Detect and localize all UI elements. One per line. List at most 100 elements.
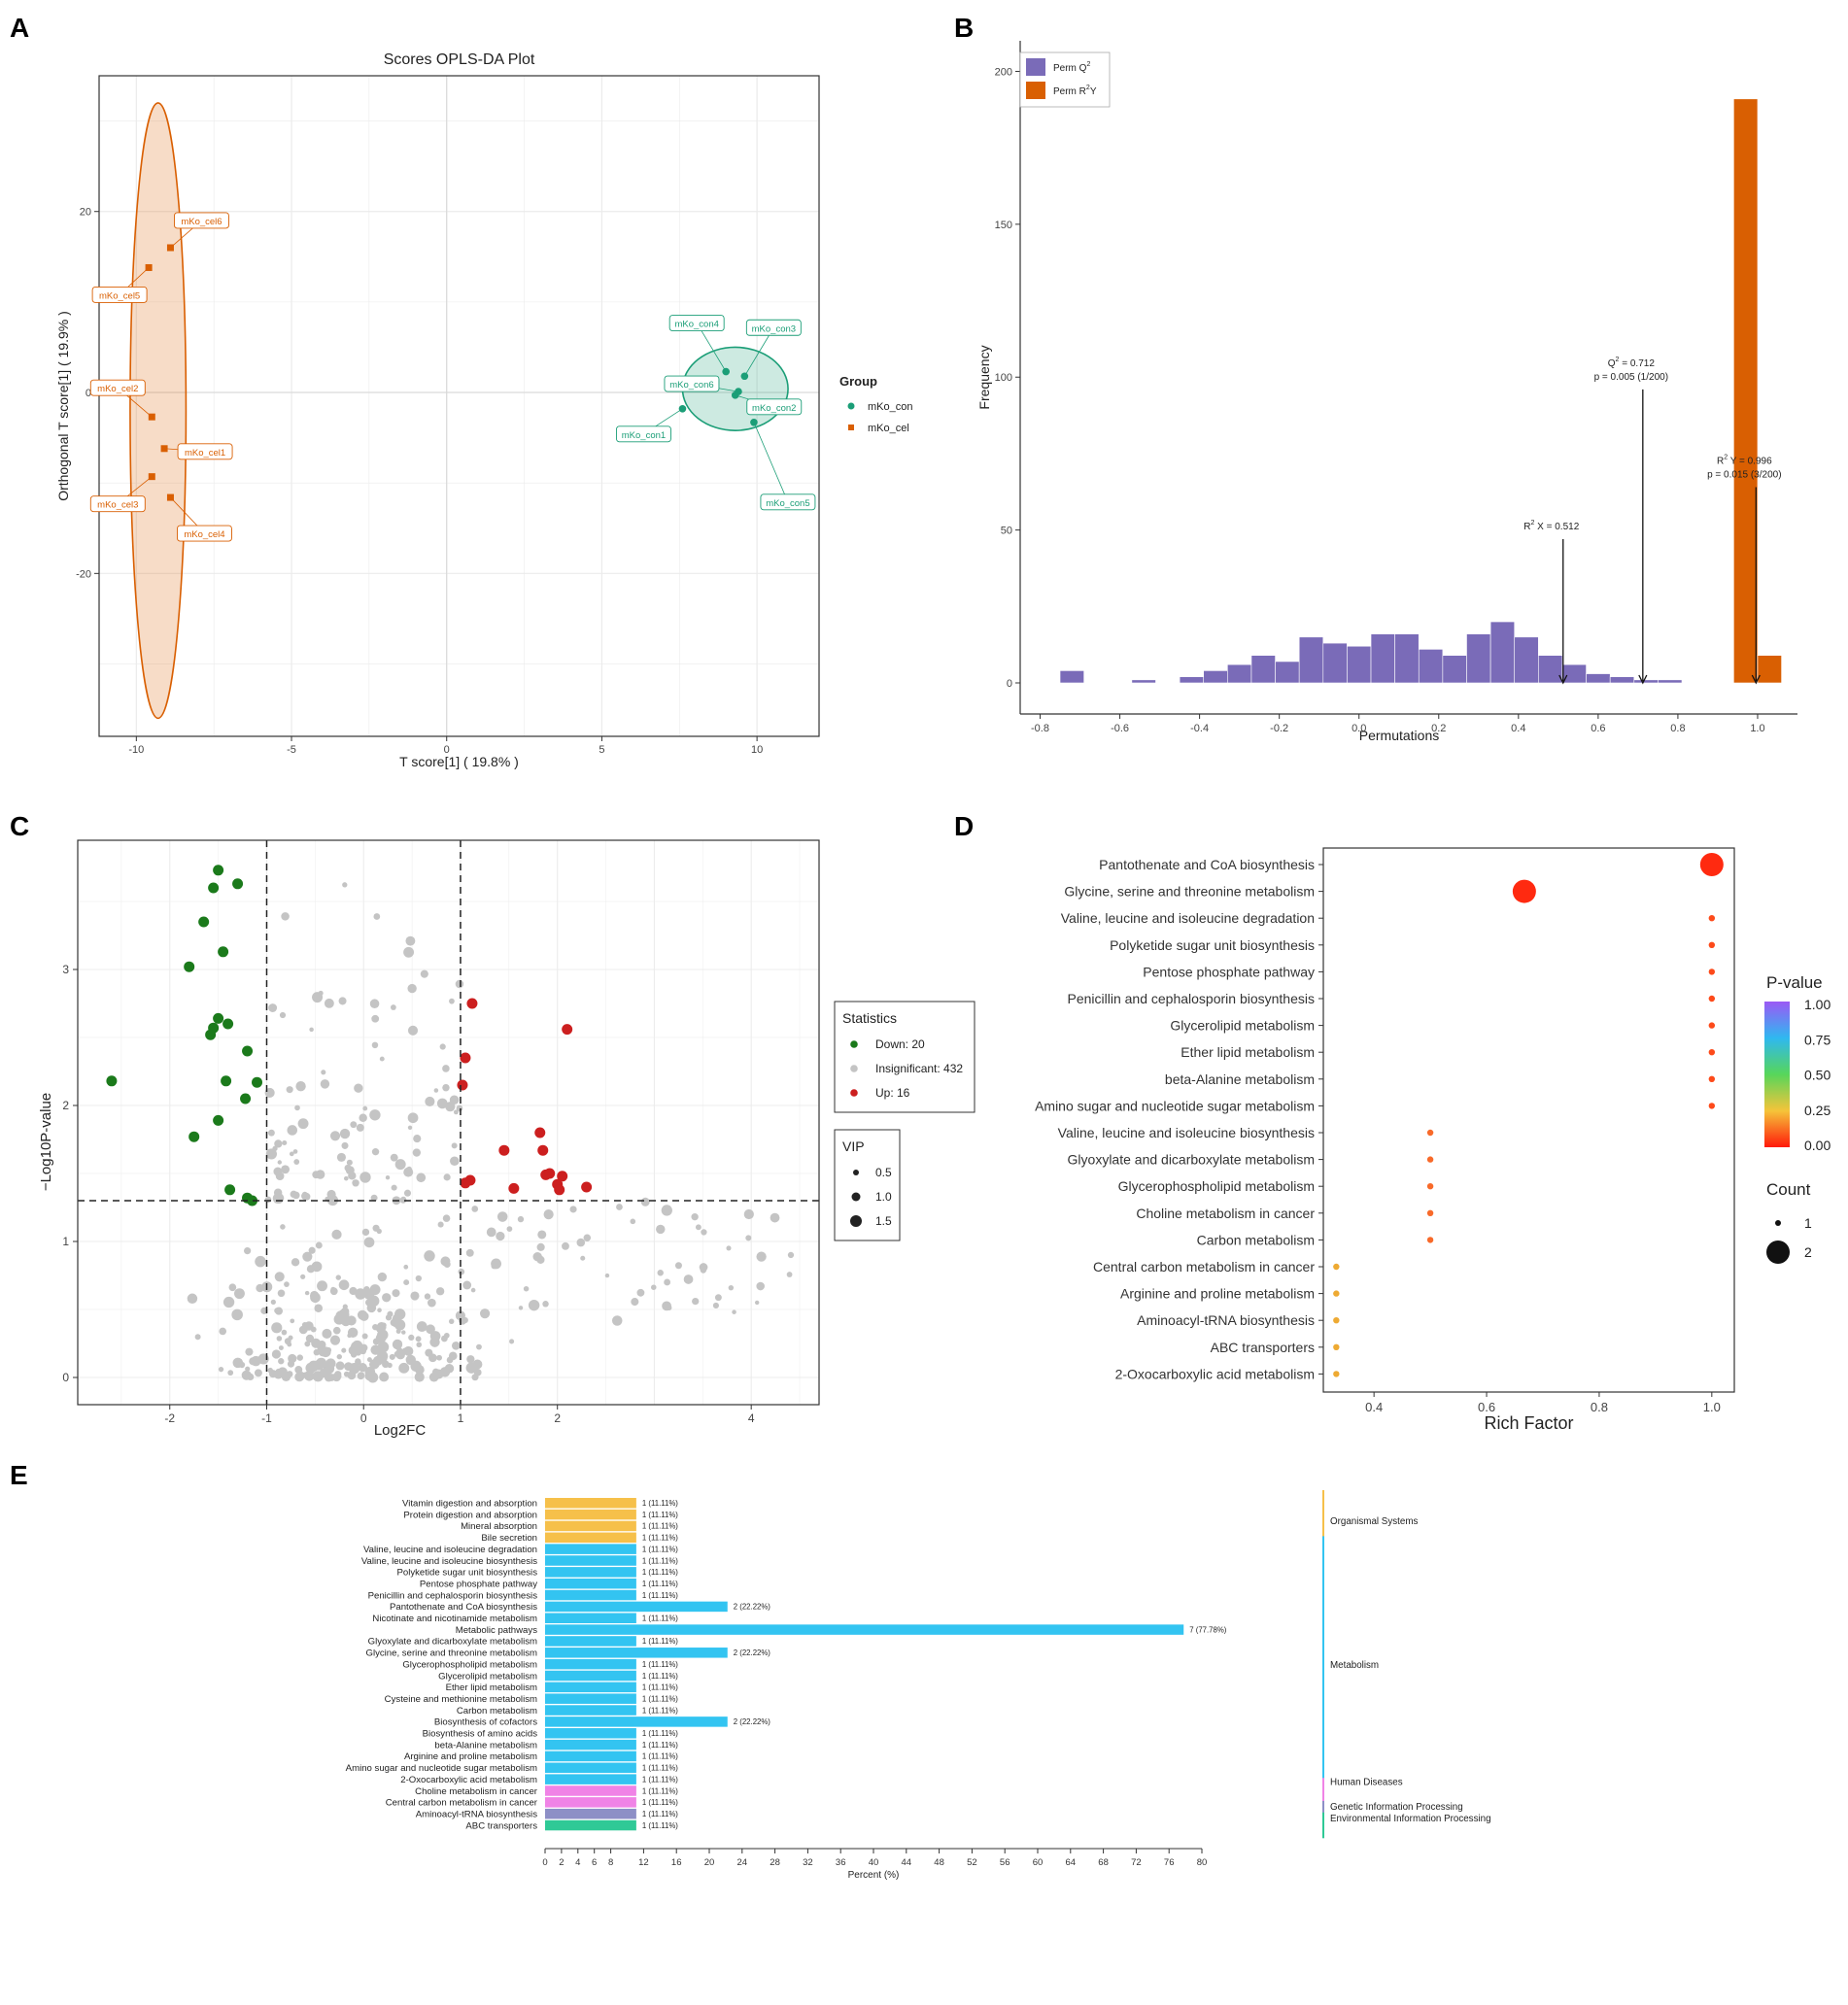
- bar-category-label: Cysteine and methionine metabolism: [385, 1694, 537, 1705]
- point-insignificant: [436, 1354, 442, 1361]
- panel-letter-E: E: [10, 1460, 28, 1490]
- point-insignificant: [343, 1175, 349, 1181]
- point-insignificant: [420, 969, 428, 978]
- legend-statistics: Statistics Down: 20 Insignificant: 432 Up: …: [834, 1001, 975, 1113]
- classification-bar: [545, 1728, 636, 1739]
- x-axis-title: Log2FC: [374, 1422, 427, 1439]
- pathway-label: Carbon metabolism: [1197, 1232, 1315, 1247]
- y-tick-label: 100: [995, 372, 1012, 384]
- bar-value-label: 2 (22.22%): [734, 1603, 771, 1612]
- point-insignificant: [445, 1102, 456, 1112]
- point-insignificant: [377, 1308, 382, 1313]
- point-insignificant: [416, 1342, 423, 1348]
- point-insignificant: [363, 1237, 375, 1248]
- x-tick-label: 2: [559, 1857, 564, 1868]
- x-tick-label: 8: [608, 1857, 613, 1868]
- y-tick-label: 50: [1001, 526, 1012, 537]
- point-insignificant: [444, 1364, 455, 1374]
- category-label: Environmental Information Processing: [1330, 1814, 1491, 1824]
- classification-bar: [545, 1498, 636, 1509]
- point-insignificant: [369, 1284, 381, 1296]
- bar-category-label: Ether lipid metabolism: [446, 1682, 537, 1693]
- point-down: [213, 1012, 224, 1024]
- bar-perm-q2: [1418, 649, 1444, 684]
- x-tick-label: 76: [1164, 1857, 1175, 1868]
- point-insignificant: [405, 1354, 416, 1366]
- point-insignificant: [287, 1125, 298, 1136]
- classification-bar: [545, 1750, 636, 1762]
- point-insignificant: [415, 1365, 425, 1375]
- point-insignificant: [346, 1315, 357, 1326]
- point-insignificant: [640, 1197, 650, 1206]
- pathway-point: [1426, 1156, 1434, 1163]
- point-insignificant: [321, 1070, 326, 1075]
- bar-perm-q2: [1370, 633, 1395, 684]
- point-insignificant: [228, 1283, 237, 1292]
- label-connector: [753, 422, 789, 502]
- point-insignificant: [451, 1142, 458, 1149]
- bar-perm-r2y: [1757, 655, 1782, 684]
- point-insignificant: [728, 1284, 735, 1291]
- bar-category-label: Valine, leucine and isoleucine degradati…: [363, 1545, 537, 1555]
- x-tick-label: -0.4: [1190, 723, 1209, 734]
- point-insignificant: [656, 1224, 666, 1235]
- y-tick-label: 150: [995, 220, 1012, 231]
- colorbar-tick-label: 0.50: [1804, 1068, 1831, 1083]
- point-down: [184, 961, 195, 972]
- point-insignificant: [465, 1362, 477, 1374]
- x-tick-label: 5: [599, 744, 604, 756]
- point-insignificant: [338, 997, 347, 1005]
- classification-bar: [545, 1739, 636, 1750]
- point-mKo_cel4: [166, 493, 174, 501]
- point-insignificant: [277, 1289, 286, 1298]
- bar-value-label: 1 (11.11%): [642, 1786, 678, 1795]
- point-insignificant: [314, 1304, 324, 1312]
- colorbar-tick-label: 1.00: [1804, 997, 1831, 1012]
- point-insignificant: [284, 1281, 290, 1287]
- category-label: Metabolism: [1330, 1660, 1379, 1671]
- bar-perm-q2: [1298, 636, 1324, 684]
- x-axis-title: Percent (%): [848, 1870, 900, 1881]
- panel-letter-A: A: [10, 13, 29, 43]
- point-insignificant: [536, 1255, 545, 1264]
- point-down: [242, 1045, 254, 1057]
- x-tick-label: 16: [671, 1857, 682, 1868]
- point-insignificant: [281, 1329, 288, 1336]
- point-insignificant: [338, 1279, 350, 1291]
- pathway-label: Ether lipid metabolism: [1181, 1044, 1315, 1060]
- panel-d-enrichment: Pantothenate and CoA biosynthesis Glycine…: [1035, 847, 1831, 1433]
- legend-title: VIP: [842, 1138, 865, 1154]
- pathway-label: 2-Oxocarboxylic acid metabolism: [1115, 1366, 1315, 1381]
- point-insignificant: [442, 1083, 450, 1092]
- point-up: [544, 1168, 556, 1179]
- classification-bar: [545, 1808, 636, 1819]
- pathway-point: [1426, 1183, 1434, 1190]
- legend-label: 1.5: [875, 1214, 892, 1228]
- annotation-label: p = 0.005 (1/200): [1594, 372, 1668, 383]
- y-tick-label: 0: [62, 1371, 69, 1384]
- bar-perm-q2: [1489, 621, 1516, 684]
- point-insignificant: [293, 1159, 300, 1165]
- classification-bar: [545, 1520, 636, 1532]
- point-up: [460, 1052, 471, 1064]
- bar-category-label: ABC transporters: [465, 1820, 537, 1831]
- point-insignificant: [415, 1336, 422, 1342]
- bar-perm-q2: [1059, 670, 1084, 684]
- annotation-text: p = 0.005 (1/200): [1594, 372, 1668, 383]
- x-tick-label: 1.0: [1703, 1400, 1721, 1414]
- bar-category-label: Glycerophospholipid metabolism: [402, 1659, 537, 1670]
- point-insignificant: [332, 1326, 341, 1335]
- point-insignificant: [322, 1328, 332, 1340]
- point-insignificant: [249, 1357, 257, 1366]
- legend-tail: Y: [1090, 86, 1097, 97]
- point-down: [221, 1075, 232, 1087]
- point-insignificant: [391, 1184, 397, 1191]
- plot-border: [98, 75, 820, 737]
- point-insignificant: [268, 1129, 275, 1137]
- point-insignificant: [245, 1366, 251, 1372]
- arrow-head: [1638, 674, 1648, 685]
- legend-text: Perm R: [1053, 86, 1086, 97]
- legend-label: Up: 16: [875, 1086, 910, 1100]
